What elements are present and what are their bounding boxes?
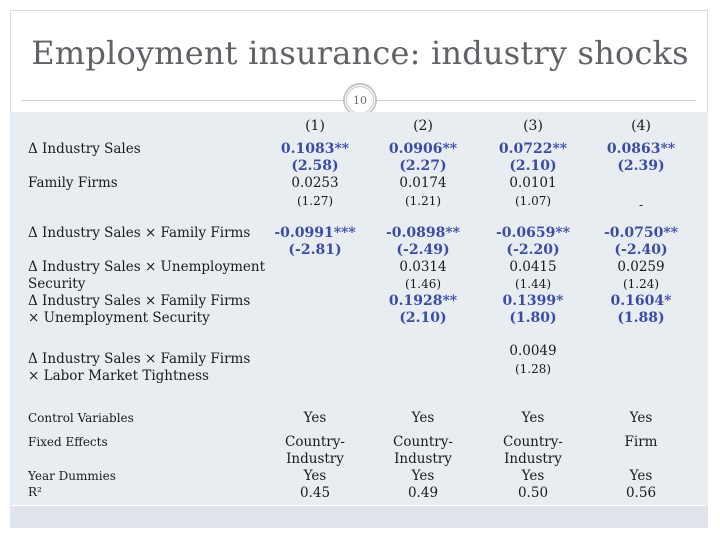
- family-firms-coef-1: 0.0253: [291, 175, 339, 191]
- industry-sales-t-1: (2.58): [291, 158, 339, 174]
- row-label-sales-x-family: Δ Industry Sales × Family Firms: [28, 225, 251, 241]
- fixed-effects-3-line2: Industry: [504, 451, 562, 467]
- row-label-sales-x-unemp-1: Δ Industry Sales × Unemployment: [28, 259, 266, 275]
- slide-title: Employment insurance: industry shocks: [31, 34, 689, 72]
- sales-x-family-coef-4: -0.0750**: [603, 225, 679, 241]
- family-firms-t-3: (1.07): [514, 194, 552, 208]
- sales-x-family-x-unemp-coef-2: 0.1928**: [388, 293, 458, 309]
- sales-x-family-coef-3: -0.0659**: [495, 225, 571, 241]
- fixed-effects-2-line1: Country-: [393, 434, 453, 450]
- sales-x-unemp-coef-2: 0.0314: [399, 259, 447, 275]
- sales-x-unemp-t-3: (1.44): [514, 277, 552, 291]
- sales-x-family-coef-1: -0.0991***: [274, 225, 356, 241]
- control-variables-1: Yes: [303, 410, 327, 426]
- r2-3: 0.50: [517, 485, 549, 501]
- sales-x-unemp-t-4: (1.24): [622, 277, 660, 291]
- family-firms-t-2: (1.21): [404, 194, 442, 208]
- r2-4: 0.56: [625, 485, 657, 501]
- industry-sales-t-4: (2.39): [617, 158, 665, 174]
- fixed-effects-3-line1: Country-: [503, 434, 563, 450]
- column-header-3: (3): [523, 118, 543, 134]
- sales-x-family-x-unemp-coef-3: 0.1399*: [502, 293, 564, 309]
- sales-x-family-x-unemp-t-3: (1.80): [509, 310, 557, 326]
- sales-x-family-t-2: (-2.49): [396, 242, 450, 258]
- family-firms-t-4: -: [638, 198, 644, 212]
- fixed-effects-1-line2: Industry: [286, 451, 344, 467]
- row-label-sales-x-family-x-labor-2: × Labor Market Tightness: [28, 368, 209, 384]
- column-header-1: (1): [305, 118, 325, 134]
- family-firms-coef-3: 0.0101: [509, 175, 557, 191]
- row-label-sales-x-family-x-unemp-2: × Unemployment Security: [28, 310, 210, 326]
- sales-x-family-x-labor-t-3: (1.28): [514, 362, 552, 376]
- family-firms-coef-2: 0.0174: [399, 175, 447, 191]
- row-label-industry-sales: Δ Industry Sales: [28, 141, 141, 157]
- row-label-sales-x-unemp-2: Security: [28, 276, 86, 292]
- sales-x-family-x-unemp-coef-4: 0.1604*: [610, 293, 672, 309]
- industry-sales-coef-2: 0.0906**: [388, 141, 458, 157]
- fixed-effects-2-line2: Industry: [394, 451, 452, 467]
- sales-x-family-t-1: (-2.81): [288, 242, 342, 258]
- year-dummies-3: Yes: [521, 468, 545, 484]
- year-dummies-1: Yes: [303, 468, 327, 484]
- industry-sales-coef-1: 0.1083**: [280, 141, 350, 157]
- sales-x-unemp-coef-3: 0.0415: [509, 259, 557, 275]
- industry-sales-t-2: (2.27): [399, 158, 447, 174]
- industry-sales-t-3: (2.10): [509, 158, 557, 174]
- sales-x-family-x-unemp-t-4: (1.88): [617, 310, 665, 326]
- results-table-background: [10, 112, 708, 505]
- sales-x-unemp-t-2: (1.46): [404, 277, 442, 291]
- control-variables-3: Yes: [521, 410, 545, 426]
- industry-sales-coef-3: 0.0722**: [498, 141, 568, 157]
- fixed-effects-4-line1: Firm: [624, 434, 658, 450]
- row-label-sales-x-family-x-unemp-1: Δ Industry Sales × Family Firms: [28, 293, 251, 309]
- column-header-2: (2): [413, 118, 433, 134]
- row-label-r2: R²: [28, 485, 42, 499]
- sales-x-unemp-coef-4: 0.0259: [617, 259, 665, 275]
- page-number: 10: [346, 86, 374, 114]
- row-label-control-variables: Control Variables: [28, 411, 134, 425]
- control-variables-2: Yes: [411, 410, 435, 426]
- footer-bar: [10, 506, 708, 528]
- industry-sales-coef-4: 0.0863**: [606, 141, 676, 157]
- control-variables-4: Yes: [629, 410, 653, 426]
- row-label-sales-x-family-x-labor-1: Δ Industry Sales × Family Firms: [28, 351, 251, 367]
- year-dummies-2: Yes: [411, 468, 435, 484]
- sales-x-family-coef-2: -0.0898**: [385, 225, 461, 241]
- r2-2: 0.49: [407, 485, 439, 501]
- family-firms-t-1: (1.27): [296, 194, 334, 208]
- year-dummies-4: Yes: [629, 468, 653, 484]
- r2-1: 0.45: [299, 485, 331, 501]
- sales-x-family-t-3: (-2.20): [506, 242, 560, 258]
- row-label-year-dummies: Year Dummies: [28, 469, 116, 483]
- sales-x-family-x-labor-coef-3: 0.0049: [509, 343, 557, 359]
- sales-x-family-x-unemp-t-2: (2.10): [399, 310, 447, 326]
- row-label-family-firms: Family Firms: [28, 175, 118, 191]
- row-label-fixed-effects: Fixed Effects: [28, 435, 108, 449]
- column-header-4: (4): [631, 118, 651, 134]
- sales-x-family-t-4: (-2.40): [614, 242, 668, 258]
- fixed-effects-1-line1: Country-: [285, 434, 345, 450]
